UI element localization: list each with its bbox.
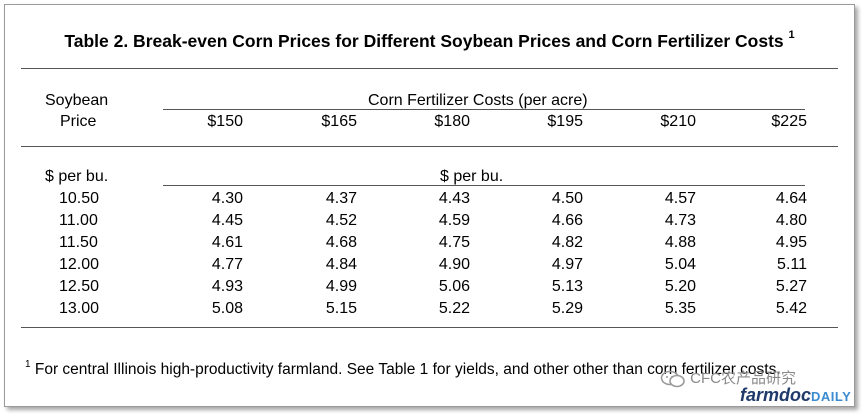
footnote: 1 For central Illinois high-productivity… <box>25 355 845 380</box>
break-even-price-cell: 5.22 <box>438 300 470 317</box>
break-even-price-cell: 5.04 <box>664 256 696 273</box>
brand-suffix: DAILY <box>811 389 852 404</box>
break-even-price-cell: 4.73 <box>664 212 696 229</box>
watermark-text: CFC农产品研究 <box>690 370 797 387</box>
break-even-price-cell: 5.11 <box>777 256 807 273</box>
break-even-price-cell: 4.50 <box>551 190 583 207</box>
break-even-price-cell: 5.06 <box>438 278 470 295</box>
soybean-price-cell: 13.00 <box>59 300 100 317</box>
table-title: Table 2. Break-even Corn Prices for Diff… <box>5 29 854 52</box>
row-header-price: Price <box>60 113 97 130</box>
break-even-price-cell: 4.66 <box>551 212 583 229</box>
rule-under-column-headers <box>21 146 838 147</box>
wechat-bubble-icon <box>660 370 685 388</box>
column-header: $150 <box>207 113 243 130</box>
title-footnote-mark: 1 <box>788 29 795 42</box>
footnote-mark: 1 <box>25 359 31 370</box>
break-even-price-cell: 4.97 <box>551 256 583 273</box>
column-header: $210 <box>660 113 696 130</box>
soybean-price-cell: 12.50 <box>59 278 100 295</box>
column-header: $225 <box>771 113 807 130</box>
break-even-price-cell: 4.43 <box>438 190 470 207</box>
break-even-price-cell: 5.27 <box>775 278 807 295</box>
column-header: $195 <box>547 113 583 130</box>
break-even-price-cell: 5.20 <box>664 278 696 295</box>
break-even-price-cell: 5.08 <box>211 300 243 317</box>
break-even-price-cell: 5.13 <box>551 278 583 295</box>
break-even-price-cell: 4.75 <box>438 234 470 251</box>
rule-under-group-header <box>163 109 805 110</box>
rule-under-title <box>21 68 838 69</box>
break-even-price-cell: 4.68 <box>325 234 357 251</box>
break-even-price-cell: 5.29 <box>551 300 583 317</box>
column-group-header: Corn Fertilizer Costs (per acre) <box>368 92 588 109</box>
column-header: $180 <box>434 113 470 130</box>
break-even-price-cell: 4.90 <box>438 256 470 273</box>
brand-name: farmdoc <box>740 385 812 405</box>
row-header-soybean: Soybean <box>45 92 109 109</box>
break-even-price-cell: 4.37 <box>325 190 357 207</box>
break-even-price-cell: 4.88 <box>664 234 696 251</box>
rule-under-units <box>163 185 805 186</box>
row-units: $ per bu. <box>45 168 109 185</box>
value-units: $ per bu. <box>440 168 504 185</box>
rule-under-table <box>21 327 838 328</box>
break-even-price-cell: 4.80 <box>775 212 807 229</box>
break-even-price-cell: 4.77 <box>211 256 243 273</box>
farmdoc-daily-logo: farmdocDAILY <box>740 385 851 406</box>
break-even-price-cell: 4.61 <box>211 234 243 251</box>
break-even-price-cell: 4.95 <box>775 234 807 251</box>
break-even-price-cell: 4.45 <box>211 212 243 229</box>
footnote-text: For central Illinois high-productivity f… <box>30 361 781 379</box>
break-even-price-cell: 4.30 <box>211 190 243 207</box>
soybean-price-cell: 11.00 <box>59 212 98 229</box>
break-even-price-cell: 4.57 <box>664 190 696 207</box>
column-header: $165 <box>321 113 357 130</box>
watermark: CFC农产品研究 <box>660 367 796 389</box>
break-even-price-cell: 4.82 <box>551 234 583 251</box>
break-even-price-cell: 4.84 <box>325 256 357 273</box>
break-even-price-cell: 4.64 <box>775 190 807 207</box>
table-title-text: Table 2. Break-even Corn Prices for Diff… <box>64 31 784 51</box>
break-even-price-cell: 4.99 <box>325 278 357 295</box>
table-frame: Table 2. Break-even Corn Prices for Diff… <box>4 4 855 407</box>
break-even-price-cell: 4.93 <box>211 278 243 295</box>
soybean-price-cell: 10.50 <box>59 190 100 207</box>
break-even-price-cell: 4.52 <box>325 212 357 229</box>
soybean-price-cell: 11.50 <box>59 234 98 251</box>
break-even-price-cell: 4.59 <box>438 212 470 229</box>
soybean-price-cell: 12.00 <box>59 256 100 273</box>
break-even-price-cell: 5.15 <box>325 300 357 317</box>
break-even-price-cell: 5.35 <box>664 300 696 317</box>
break-even-price-cell: 5.42 <box>775 300 807 317</box>
